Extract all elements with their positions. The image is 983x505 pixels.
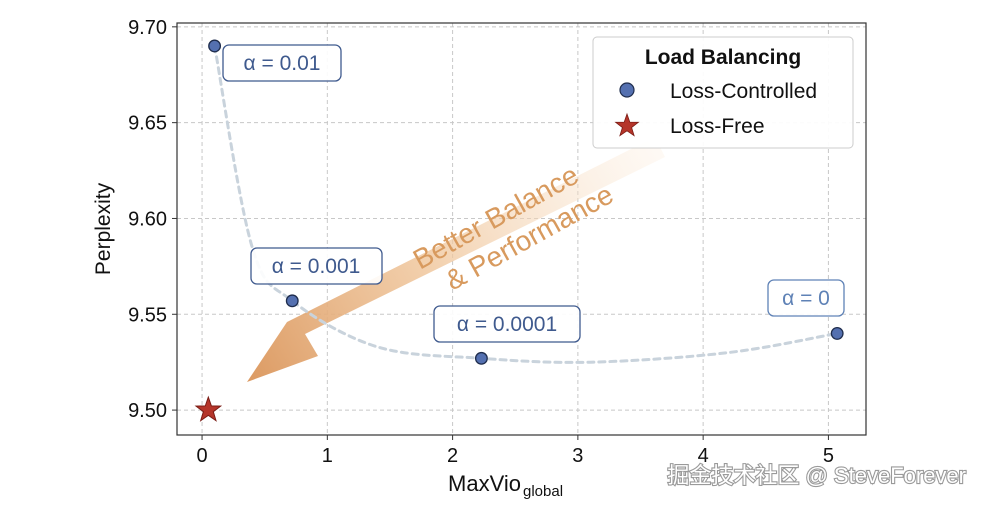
legend: Load Balancing Loss-Controlled Loss-Free: [592, 36, 854, 149]
legend-title: Load Balancing: [645, 46, 801, 69]
point-label-alpha-0.01: α = 0.01: [222, 44, 342, 82]
x-tick-label: 3: [572, 445, 583, 467]
loss-controlled-point: [208, 39, 222, 53]
plot-frame: [176, 22, 867, 436]
watermark: 掘金技术社区 @ SteveForever: [667, 463, 966, 488]
y-axis-title: Perplexity: [92, 182, 115, 275]
x-tick-label: 0: [196, 445, 207, 467]
better-balance-arrow: [247, 137, 665, 382]
svg-text:α = 0.001: α = 0.001: [272, 255, 361, 278]
y-tick-label: 9.50: [128, 400, 167, 422]
point-label-alpha-0.001: α = 0.001: [250, 247, 383, 285]
x-axis: 0 1 2 3 4 5: [196, 435, 834, 467]
x-axis-title: MaxVio: [448, 471, 521, 496]
y-tick-label: 9.70: [128, 17, 167, 39]
loss-controlled-point: [474, 351, 488, 365]
y-tick-label: 9.65: [128, 113, 167, 135]
data-points: [194, 39, 844, 422]
x-tick-label: 4: [698, 445, 709, 467]
legend-box: [592, 36, 854, 149]
y-tick-label: 9.60: [128, 208, 167, 230]
legend-star-marker: [614, 112, 640, 137]
y-tick-label: 9.55: [128, 304, 167, 326]
x-axis-title-subscript: global: [523, 483, 563, 500]
x-tick-label: 5: [823, 445, 834, 467]
x-tick-label: 1: [322, 445, 333, 467]
trend-curve: [213, 44, 839, 364]
legend-entry-loss-controlled: Loss-Controlled: [670, 80, 817, 103]
legend-circle-marker: [619, 82, 635, 98]
loss-free-point: [194, 395, 223, 422]
loss-controlled-point: [285, 294, 299, 308]
svg-text:α = 0.01: α = 0.01: [244, 52, 321, 75]
svg-text:α = 0.0001: α = 0.0001: [457, 313, 557, 336]
legend-entry-loss-free: Loss-Free: [670, 115, 765, 138]
point-labels: α = 0.01 α = 0.001 α = 0.0001 α = 0: [222, 44, 845, 343]
loss-controlled-point: [830, 326, 844, 340]
point-label-alpha-0.0001: α = 0.0001: [433, 305, 581, 343]
x-tick-label: 2: [447, 445, 458, 467]
point-label-alpha-0: α = 0: [767, 279, 845, 317]
svg-text:α = 0: α = 0: [782, 287, 830, 310]
y-axis: 9.50 9.55 9.60 9.65 9.70: [128, 17, 177, 422]
